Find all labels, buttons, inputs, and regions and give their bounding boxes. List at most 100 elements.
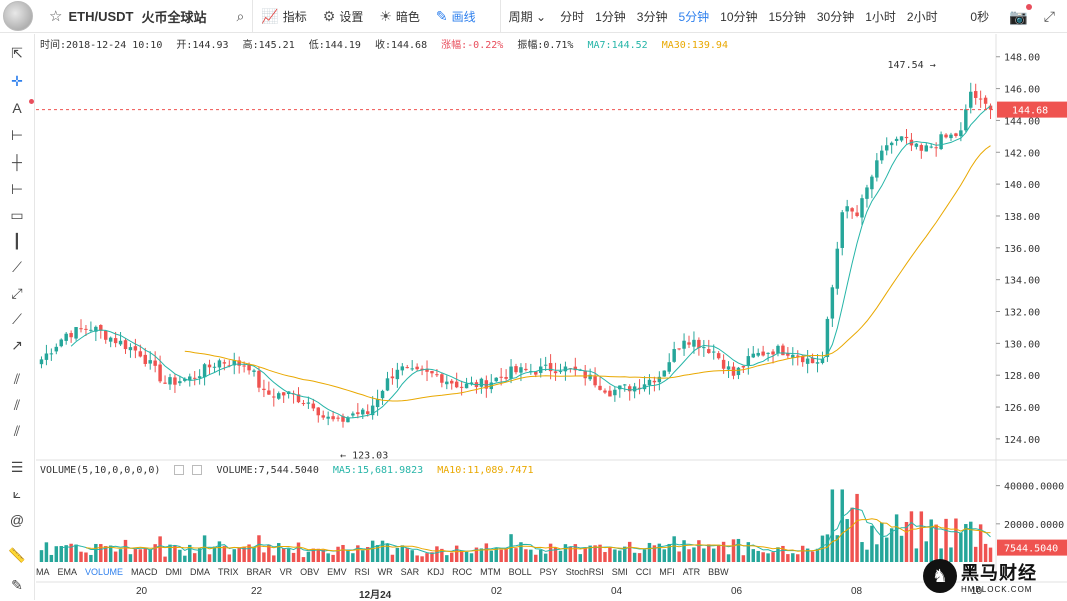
candle-body — [949, 134, 953, 139]
candle-body — [494, 377, 498, 382]
indicator-tab-wr[interactable]: WR — [377, 567, 393, 577]
candle-body — [627, 386, 632, 392]
indicator-tab-volume[interactable]: VOLUME — [85, 567, 124, 577]
candle-body — [227, 365, 232, 367]
extended-line-icon[interactable]: ⟋ — [12, 311, 22, 327]
trend-line-icon[interactable]: ⟋ — [12, 259, 22, 275]
volume-bar — [44, 542, 49, 562]
interval-0[interactable]: 分时 — [560, 9, 585, 24]
period-dropdown[interactable]: 周期 ⌄ — [508, 9, 547, 24]
indicator-tab-boll[interactable]: BOLL — [508, 567, 532, 577]
indicator-tab-mtm[interactable]: MTM — [480, 567, 501, 577]
candle-body — [202, 364, 207, 378]
candle-body — [771, 351, 775, 355]
indicator-tab-ma[interactable]: MA — [36, 567, 50, 577]
indicator-tab-kdj[interactable]: KDJ — [427, 567, 445, 577]
indicator-tab-dmi[interactable]: DMI — [165, 567, 183, 577]
price-channel-icon[interactable]: ▭ — [10, 207, 24, 223]
interval-1[interactable]: 1分钟 — [595, 9, 626, 24]
interval-2[interactable]: 3分钟 — [636, 9, 668, 24]
indicator-tab-trix[interactable]: TRIX — [218, 567, 239, 577]
indicators-button[interactable]: 📈 指标 — [261, 8, 306, 25]
indicator-tab-brar[interactable]: BRAR — [246, 567, 272, 577]
volume-info: VOLUME(5,10,0,0,0,0) VOLUME:7,544.5040 M… — [40, 465, 542, 476]
indicator-tab-roc[interactable]: ROC — [452, 567, 473, 577]
indicator-tab-macd[interactable]: MACD — [131, 567, 158, 577]
horizontal-ray-icon[interactable]: ⊢ — [10, 127, 24, 143]
volume-bar — [662, 549, 667, 562]
pitchfork-icon[interactable]: ⫽ — [13, 397, 21, 413]
horizontal-line-icon[interactable]: ┼ — [12, 154, 22, 170]
candle-body — [593, 376, 597, 386]
camera-icon[interactable]: 📷 — [1009, 3, 1032, 26]
interval-8[interactable]: 2小时 — [906, 9, 938, 24]
indicator-tab-rsi[interactable]: RSI — [354, 567, 370, 577]
candle-body — [820, 358, 825, 364]
indicator-tab-bbw[interactable]: BBW — [708, 567, 729, 577]
settings-button[interactable]: ⚙ 设置 — [323, 8, 364, 25]
search-icon[interactable]: ⌕ — [236, 7, 245, 24]
segment-icon[interactable]: ⊢ — [10, 181, 24, 197]
interval-5[interactable]: 15分钟 — [768, 9, 806, 24]
volume-bar — [74, 544, 78, 562]
indicator-tab-stochrsi[interactable]: StochRSI — [565, 567, 604, 577]
symbol-label[interactable]: ETH/USDT — [68, 8, 134, 24]
favorite-star-icon[interactable]: ☆ — [49, 8, 63, 25]
parallel-channel-icon[interactable]: ⫽ — [13, 371, 21, 387]
indicator-tab-ema[interactable]: EMA — [57, 567, 78, 577]
close-box-icon[interactable] — [192, 465, 203, 475]
volume-bar — [776, 547, 780, 562]
candle-body — [810, 358, 815, 364]
indicator-tab-smi[interactable]: SMI — [611, 567, 628, 577]
fib-retracement-icon[interactable]: ☰ — [10, 459, 24, 475]
candle-body — [54, 346, 59, 352]
indicator-tab-sar[interactable]: SAR — [400, 567, 420, 577]
crosshair-icon[interactable]: ✛ — [11, 73, 23, 89]
indicator-tab-psy[interactable]: PSY — [539, 567, 558, 577]
interval-3[interactable]: 5分钟 — [678, 9, 710, 24]
spiral-icon[interactable]: @ — [9, 512, 25, 528]
gann-icon[interactable]: ⫽ — [13, 423, 21, 439]
dark-mode-button[interactable]: ☀ 暗色 — [379, 8, 420, 25]
indicator-tab-dma[interactable]: DMA — [190, 567, 211, 577]
candle-body — [123, 340, 128, 350]
time-tick: 20 — [136, 586, 148, 597]
interval-7[interactable]: 1小时 — [865, 9, 896, 24]
interval-6[interactable]: 30分钟 — [816, 9, 855, 24]
volume-bar — [400, 545, 405, 562]
fullscreen-icon[interactable]: ⤢ — [1043, 8, 1055, 24]
candle-body — [484, 380, 489, 389]
vertical-line-icon[interactable]: ┃ — [12, 233, 22, 249]
volume-bar — [59, 546, 63, 562]
indicator-tab-obv[interactable]: OBV — [300, 567, 320, 577]
volume-bar — [603, 552, 607, 562]
volume-bar — [548, 543, 553, 562]
candle-body — [855, 212, 859, 216]
interval-4[interactable]: 10分钟 — [720, 9, 758, 24]
fib-fan-icon[interactable]: ⟀ — [12, 485, 22, 501]
arrow-icon[interactable]: ↗ — [11, 337, 23, 353]
volume-bar — [450, 552, 454, 562]
volume-bar — [899, 535, 904, 562]
settings-box-icon[interactable] — [174, 465, 185, 475]
draw-button[interactable]: ✎ 画线 — [436, 8, 476, 25]
indicator-tab-vr[interactable]: VR — [279, 567, 293, 577]
indicator-tab-mfi[interactable]: MFI — [659, 567, 675, 577]
candle-body — [662, 370, 667, 377]
brush-icon[interactable]: ✎ — [11, 577, 23, 593]
ray-icon[interactable]: ⤢ — [11, 285, 23, 301]
volume-bar — [800, 545, 805, 562]
ma7-info: MA7:144.52 — [587, 40, 648, 51]
indicator-tab-atr[interactable]: ATR — [682, 567, 701, 577]
volume-bar — [173, 545, 177, 562]
volume-bar — [311, 548, 316, 562]
text-icon[interactable]: A — [8, 99, 34, 117]
indicator-tab-cci[interactable]: CCI — [635, 567, 652, 577]
ruler-icon[interactable]: 📏 — [8, 547, 26, 563]
indicator-tab-emv[interactable]: EMV — [327, 567, 347, 577]
volume-tick-label: 40000.0000 — [1004, 482, 1064, 493]
price-tick-label: 128.00 — [1004, 371, 1040, 382]
cursor-icon[interactable]: ⇱ — [11, 45, 23, 61]
candle-body — [914, 143, 919, 147]
